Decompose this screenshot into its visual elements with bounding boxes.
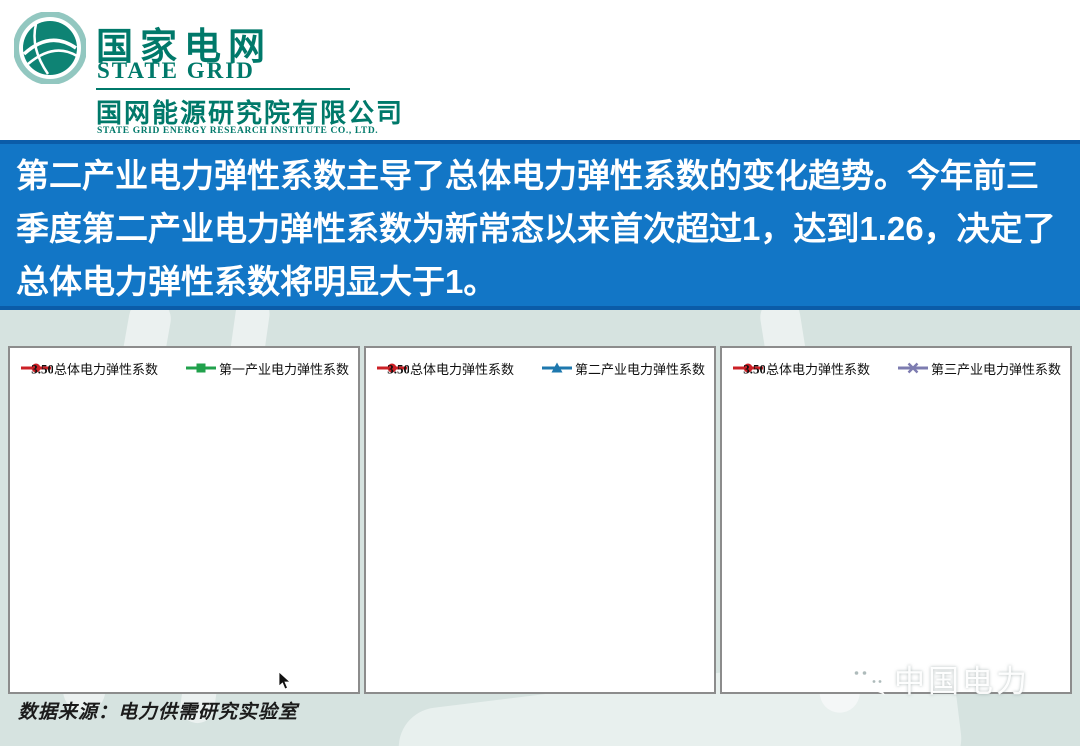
brand-divider <box>96 88 350 90</box>
brand-name-cn: 国家电网 <box>96 26 272 67</box>
legend-label: 总体电力弹性系数 <box>53 361 158 377</box>
org-name-en: STATE GRID ENERGY RESEARCH INSTITUTE CO.… <box>97 126 379 136</box>
legend-item: 第三产业电力弹性系数 <box>896 359 1061 378</box>
chart-legend: 3.503.002.502.001.501.000.500.00-0.50201… <box>722 348 1070 388</box>
legend-item: 第二产业电力弹性系数 <box>540 359 705 378</box>
svg-text:3.50: 3.50 <box>743 362 765 376</box>
state-grid-globe-logo <box>14 12 86 84</box>
legend-label: 总体电力弹性系数 <box>765 361 870 377</box>
chart-panel-overall-vs-secondary: 3.503.002.502.001.501.000.500.00-0.50201… <box>364 346 716 694</box>
org-name-cn: 国网能源研究院有限公司 <box>96 98 405 128</box>
headline-banner: 第二产业电力弹性系数主导了总体电力弹性系数的变化趋势。今年前三季度第二产业电力弹… <box>0 140 1080 310</box>
legend-item: 第一产业电力弹性系数 <box>184 359 349 378</box>
mouse-cursor-icon <box>278 672 292 690</box>
data-source-note: 数据来源：电力供需研究实验室 <box>18 702 299 723</box>
headline-text: 第二产业电力弹性系数主导了总体电力弹性系数的变化趋势。今年前三季度第二产业电力弹… <box>16 157 1056 300</box>
chart-legend: 3.503.002.502.001.501.000.500.00-0.50201… <box>10 348 358 388</box>
line-chart <box>10 388 356 692</box>
line-chart <box>366 388 712 692</box>
legend-label: 第一产业电力弹性系数 <box>219 361 350 377</box>
chart-legend: 3.503.002.502.001.501.000.500.00-0.50201… <box>366 348 714 388</box>
header: 国家电网 STATE GRID 国网能源研究院有限公司 STATE GRID E… <box>0 0 1080 140</box>
chart-panel-overall-vs-tertiary: 3.503.002.502.001.501.000.500.00-0.50201… <box>720 346 1072 694</box>
svg-text:3.50: 3.50 <box>387 362 409 376</box>
legend-label: 总体电力弹性系数 <box>409 361 514 377</box>
legend-item: 3.503.002.502.001.501.000.500.00-0.50201… <box>19 359 158 378</box>
watermark-label: 中国电力 <box>894 664 1030 699</box>
legend-item: 3.503.002.502.001.501.000.500.00-0.50201… <box>731 359 870 378</box>
legend-item: 3.503.002.502.001.501.000.500.00-0.50201… <box>375 359 514 378</box>
watermark: 中国电力 <box>846 656 1030 701</box>
wechat-icon <box>847 663 887 695</box>
legend-label: 第三产业电力弹性系数 <box>931 361 1062 377</box>
line-chart <box>722 388 1068 692</box>
svg-text:3.50: 3.50 <box>31 362 53 376</box>
legend-label: 第二产业电力弹性系数 <box>575 361 706 377</box>
brand-name-en: STATE GRID <box>97 58 255 83</box>
chart-panel-overall-vs-primary: 3.503.002.502.001.501.000.500.00-0.50201… <box>8 346 360 694</box>
